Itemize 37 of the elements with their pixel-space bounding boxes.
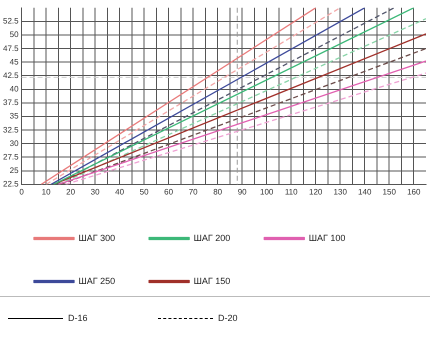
- legend-label: ШАГ 100: [308, 232, 346, 243]
- x-tick-label: 20: [66, 187, 76, 196]
- x-tick-label: 100: [260, 187, 274, 196]
- y-tick-label: 30: [10, 138, 20, 148]
- x-tick-label: 80: [213, 187, 223, 196]
- y-tick-label: 27.5: [2, 152, 20, 162]
- x-tick-label: 130: [334, 187, 348, 196]
- text: D-20: [218, 313, 238, 323]
- y-tick-label: 25: [10, 166, 20, 176]
- y-tick-label: 50: [10, 30, 20, 40]
- legend-label: ШАГ 200: [194, 232, 230, 243]
- x-tick-label: 140: [358, 187, 372, 196]
- legend-label: ШАГ 300: [78, 232, 116, 243]
- x-tick-label: 120: [309, 187, 323, 196]
- x-tick-label: 50: [140, 187, 150, 196]
- x-tick-label: 70: [188, 187, 198, 196]
- x-tick-label: 40: [115, 187, 125, 196]
- y-tick-label: 40: [10, 84, 20, 94]
- y-tick-label: 35: [10, 112, 20, 121]
- x-tick-label: 150: [382, 187, 396, 196]
- legend-label: ШАГ 250: [78, 276, 116, 286]
- x-tick-label: 160: [407, 187, 421, 196]
- x-tick-label: 10: [42, 187, 52, 196]
- x-tick-label: 110: [284, 187, 298, 196]
- x-tick-label: 0: [19, 187, 24, 196]
- x-tick-label: 30: [90, 187, 100, 196]
- text: D-16: [68, 313, 88, 323]
- y-tick-label: 52.5: [2, 16, 20, 26]
- x-tick-label: 60: [164, 187, 174, 196]
- y-tick-label: 47.5: [2, 44, 20, 53]
- y-tick-label: 45: [10, 57, 20, 66]
- y-tick-label: 32.5: [2, 125, 20, 134]
- y-tick-label: 22.5: [2, 180, 20, 189]
- legend-label: ШАГ 150: [194, 276, 230, 286]
- y-tick-label: 42.5: [2, 70, 20, 80]
- y-tick-label: 37.5: [2, 98, 20, 108]
- x-tick-label: 90: [238, 187, 248, 196]
